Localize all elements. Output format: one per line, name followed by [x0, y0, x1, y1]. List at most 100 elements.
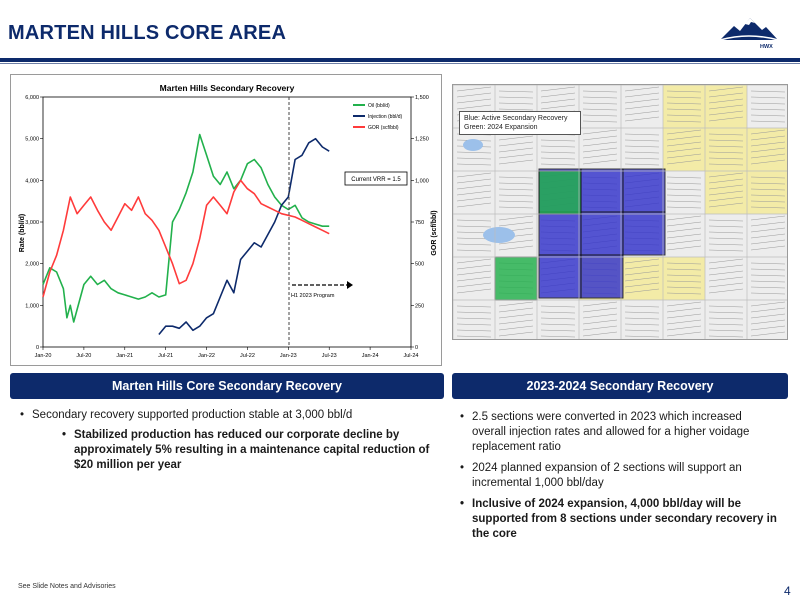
expansion-section: [494, 256, 538, 301]
well-trajectory: [666, 227, 702, 233]
x-tick-label: Jan-23: [280, 353, 297, 359]
well-trajectory: [624, 145, 660, 148]
well-trajectory: [708, 172, 744, 178]
map-section-yellow: [663, 257, 705, 300]
well-trajectory: [666, 194, 702, 197]
well-trajectory: [708, 288, 744, 294]
program-arrow-head-icon: [347, 281, 353, 289]
well-trajectory: [456, 264, 492, 270]
well-trajectory: [540, 145, 576, 148]
well-trajectory: [540, 92, 576, 98]
well-trajectory: [624, 151, 660, 154]
well-trajectory: [582, 301, 618, 307]
well-trajectory: [582, 153, 618, 159]
well-trajectory: [708, 133, 744, 136]
well-trajectory: [708, 329, 744, 332]
well-trajectory: [456, 190, 492, 196]
well-trajectory: [498, 159, 534, 165]
well-trajectory: [666, 319, 702, 325]
well-trajectory: [708, 264, 744, 270]
well-trajectory: [498, 188, 534, 191]
y2-tick-label: 250: [415, 303, 424, 309]
well-trajectory: [456, 276, 492, 282]
well-trajectory: [750, 108, 786, 111]
well-trajectory: [750, 206, 786, 209]
well-trajectory: [624, 258, 660, 264]
well-trajectory: [498, 221, 534, 227]
title-rule-thin: [0, 63, 800, 64]
well-trajectory: [624, 323, 660, 326]
well-trajectory: [666, 159, 702, 165]
y2-tick-label: 500: [415, 262, 424, 268]
x-tick-label: Jul-24: [404, 353, 419, 359]
x-tick-label: Jan-24: [362, 353, 379, 359]
y-axis-label: Rate (bbl/d): [19, 214, 26, 253]
well-trajectory: [750, 135, 786, 141]
well-trajectory: [624, 270, 660, 276]
well-trajectory: [666, 215, 702, 221]
well-trajectory: [498, 319, 534, 325]
active-recovery-section: [538, 254, 582, 299]
right-bullet-2: 2024 planned expansion of 2 sections wil…: [458, 461, 778, 491]
well-trajectory: [582, 325, 618, 331]
x-tick-label: Jan-22: [198, 353, 215, 359]
x-tick-label: Jan-20: [35, 353, 52, 359]
well-trajectory: [666, 325, 702, 331]
well-trajectory: [624, 116, 660, 122]
well-trajectory: [540, 157, 576, 160]
well-trajectory: [456, 172, 492, 178]
y-tick-label: 0: [36, 345, 39, 351]
left-sub-bullet-1: Stabilized production has reduced our co…: [60, 428, 444, 473]
well-trajectory: [708, 202, 744, 208]
well-trajectory: [750, 159, 786, 165]
map-section-yellow: [705, 171, 747, 214]
well-trajectory: [750, 245, 786, 251]
well-trajectory: [750, 188, 786, 191]
right-bullet-3: Inclusive of 2024 expansion, 4,000 bbl/d…: [458, 497, 778, 542]
well-trajectory: [666, 135, 702, 141]
well-trajectory: [750, 90, 786, 93]
production-chart-svg: Marten Hills Secondary Recovery Rate (bb…: [19, 83, 438, 359]
well-trajectory: [456, 288, 492, 294]
left-sub-bullet-list: Stabilized production has reduced our co…: [60, 428, 444, 479]
well-trajectory: [540, 335, 576, 338]
well-trajectory: [540, 311, 576, 314]
well-trajectory: [666, 153, 702, 159]
well-trajectory: [708, 335, 744, 338]
well-trajectory: [708, 305, 744, 308]
right-bullet-1: 2.5 sections were converted in 2023 whic…: [458, 410, 778, 455]
y-tick-label: 4,000: [25, 178, 39, 184]
well-trajectory: [498, 90, 534, 93]
y-tick-label: 1,000: [25, 303, 39, 309]
well-trajectory: [708, 323, 744, 326]
active-recovery-section: [580, 211, 624, 256]
well-trajectory: [750, 301, 786, 307]
page-number: 4: [784, 584, 791, 598]
map-section-yellow: [663, 85, 705, 128]
well-trajectory: [750, 280, 786, 283]
well-trajectory: [666, 141, 702, 147]
well-trajectory: [456, 86, 492, 92]
well-trajectory: [708, 282, 744, 288]
well-trajectory: [750, 268, 786, 271]
left-panel-header: Marten Hills Core Secondary Recovery: [10, 373, 444, 399]
chart-title: Marten Hills Secondary Recovery: [160, 83, 295, 93]
well-trajectory: [750, 286, 786, 289]
well-trajectory: [540, 323, 576, 326]
well-trajectory: [666, 313, 702, 319]
well-trajectory: [666, 114, 702, 117]
well-trajectory: [750, 96, 786, 99]
well-trajectory: [750, 292, 786, 295]
slide-title: MARTEN HILLS CORE AREA: [8, 22, 287, 44]
vrr-annotation: Current VRR = 1.5: [351, 177, 401, 183]
well-trajectory: [666, 182, 702, 185]
well-trajectory: [708, 92, 744, 98]
chart-legend: Oil (bbl/d) Injection (bbl/d) GOR (scf/b…: [353, 103, 403, 131]
well-trajectory: [666, 301, 702, 307]
y2-tick-label: 0: [415, 345, 418, 351]
well-trajectory: [498, 194, 534, 197]
y2-tick-label: 1,250: [415, 137, 429, 143]
well-trajectory: [498, 147, 534, 153]
well-trajectory: [708, 178, 744, 184]
left-bullet-1: Secondary recovery supported production …: [18, 408, 444, 423]
